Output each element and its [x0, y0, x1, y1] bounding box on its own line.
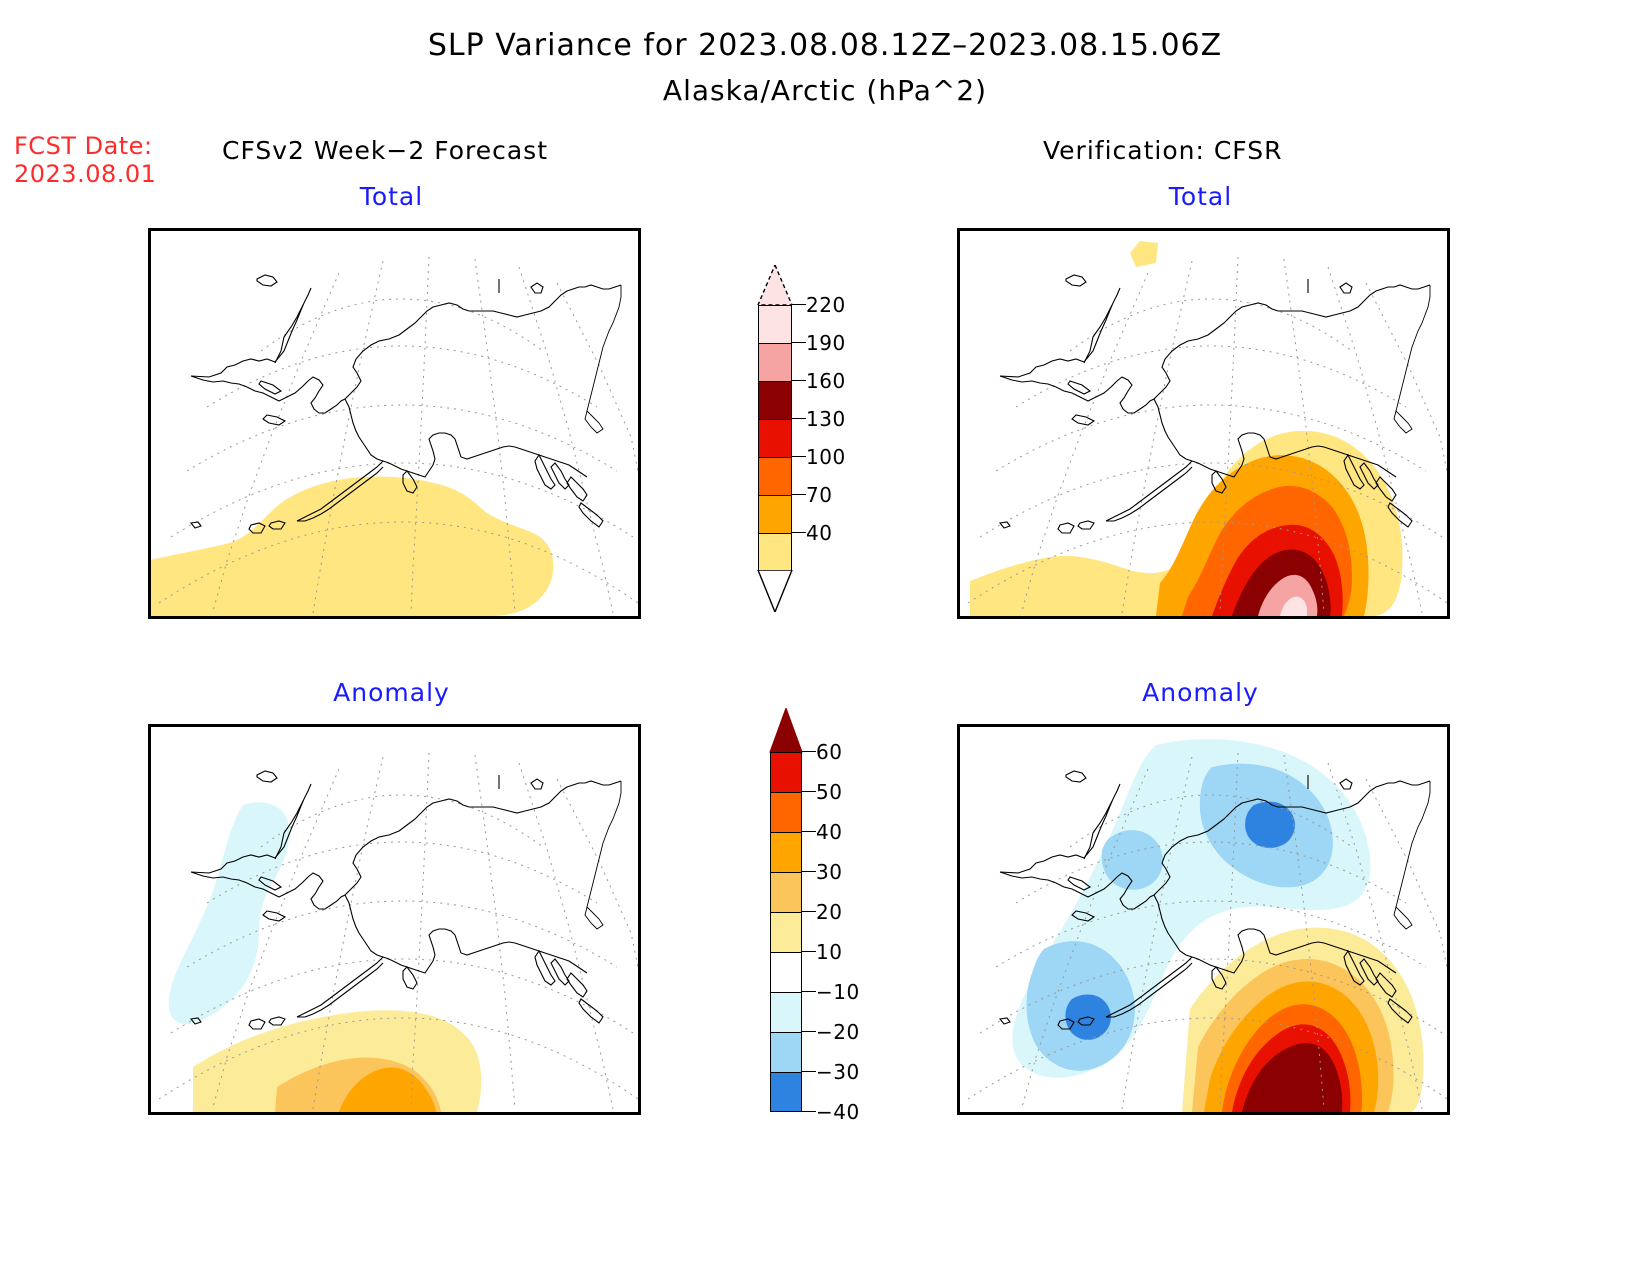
map-panel-verification-anomaly [957, 724, 1450, 1115]
anomaly-label-30: 30 [816, 860, 843, 884]
map-panel-verification-total [957, 228, 1450, 619]
colorbar-label-130: 130 [806, 407, 846, 431]
colorbar-segment-190 [758, 343, 792, 381]
colorbar-bottom-arrow [757, 570, 793, 612]
page-subtitle: Alaska/Arctic (hPa^2) [662, 74, 988, 107]
anomaly-label-40: 40 [816, 820, 843, 844]
anomaly-segment-20-30 [770, 872, 802, 912]
forecast-total-contour-plot [151, 256, 638, 616]
anomaly-label-m40: −40 [816, 1100, 860, 1124]
anomaly-label-m30: −30 [816, 1060, 860, 1084]
anomaly-segment-30-40 [770, 832, 802, 872]
colorbar-segment-130 [758, 419, 792, 457]
colorbar-segment-160 [758, 381, 792, 419]
total-variance-colorbar: 220 190 160 130 100 70 40 [757, 265, 845, 612]
page-title: SLP Variance for 2023.08.08.12Z–2023.08.… [427, 28, 1223, 63]
panel-title-top-left: Total [359, 182, 424, 211]
anomaly-label-m10: −10 [816, 980, 860, 1004]
anomaly-segment-50-60 [770, 752, 802, 792]
anomaly-label-60: 60 [816, 740, 843, 764]
anomaly-segment-10-20 [770, 912, 802, 952]
fcst-date-label: FCST Date: [14, 132, 153, 160]
anomaly-segment-neutral [770, 952, 802, 992]
verification-anomaly-contour-plot [967, 739, 1447, 1112]
colorbar-label-160: 160 [806, 369, 846, 393]
panel-title-bottom-left: Anomaly [333, 678, 450, 707]
colorbar-label-70: 70 [806, 483, 833, 507]
colorbar-segment-100 [758, 457, 792, 495]
colorbar-label-40: 40 [806, 521, 833, 545]
column-header-forecast: CFSv2 Week−2 Forecast [222, 136, 548, 165]
colorbar-segment-40 [758, 533, 792, 571]
colorbar-label-100: 100 [806, 445, 846, 469]
anomaly-colorbar-top-arrow [769, 708, 803, 753]
anomaly-label-50: 50 [816, 780, 843, 804]
fcst-date-value: 2023.08.01 [14, 160, 157, 188]
column-header-verification: Verification: CFSR [1043, 136, 1283, 165]
colorbar-segment-70 [758, 495, 792, 533]
anomaly-segment-m20-m30 [770, 1032, 802, 1072]
verification-total-contour-plot [967, 241, 1447, 616]
colorbar-top-arrow [757, 265, 793, 305]
anomaly-label-m20: −20 [816, 1020, 860, 1044]
colorbar-segment-220 [758, 305, 792, 343]
colorbar-label-190: 190 [806, 331, 846, 355]
anomaly-segment-40-50 [770, 792, 802, 832]
anomaly-label-20: 20 [816, 900, 843, 924]
anomaly-colorbar: 60 50 40 30 20 10 −10 −20 −30 −40 [769, 708, 859, 1124]
map-panel-forecast-total [148, 228, 641, 619]
panel-title-top-right: Total [1168, 182, 1233, 211]
colorbar-label-220: 220 [806, 293, 846, 317]
forecast-anomaly-contour-plot [158, 752, 638, 1112]
anomaly-segment-m10-m20 [770, 992, 802, 1032]
map-panel-forecast-anomaly [148, 724, 641, 1115]
anomaly-segment-m30-m40 [770, 1072, 802, 1112]
panel-title-bottom-right: Anomaly [1142, 678, 1259, 707]
anomaly-label-10: 10 [816, 940, 843, 964]
